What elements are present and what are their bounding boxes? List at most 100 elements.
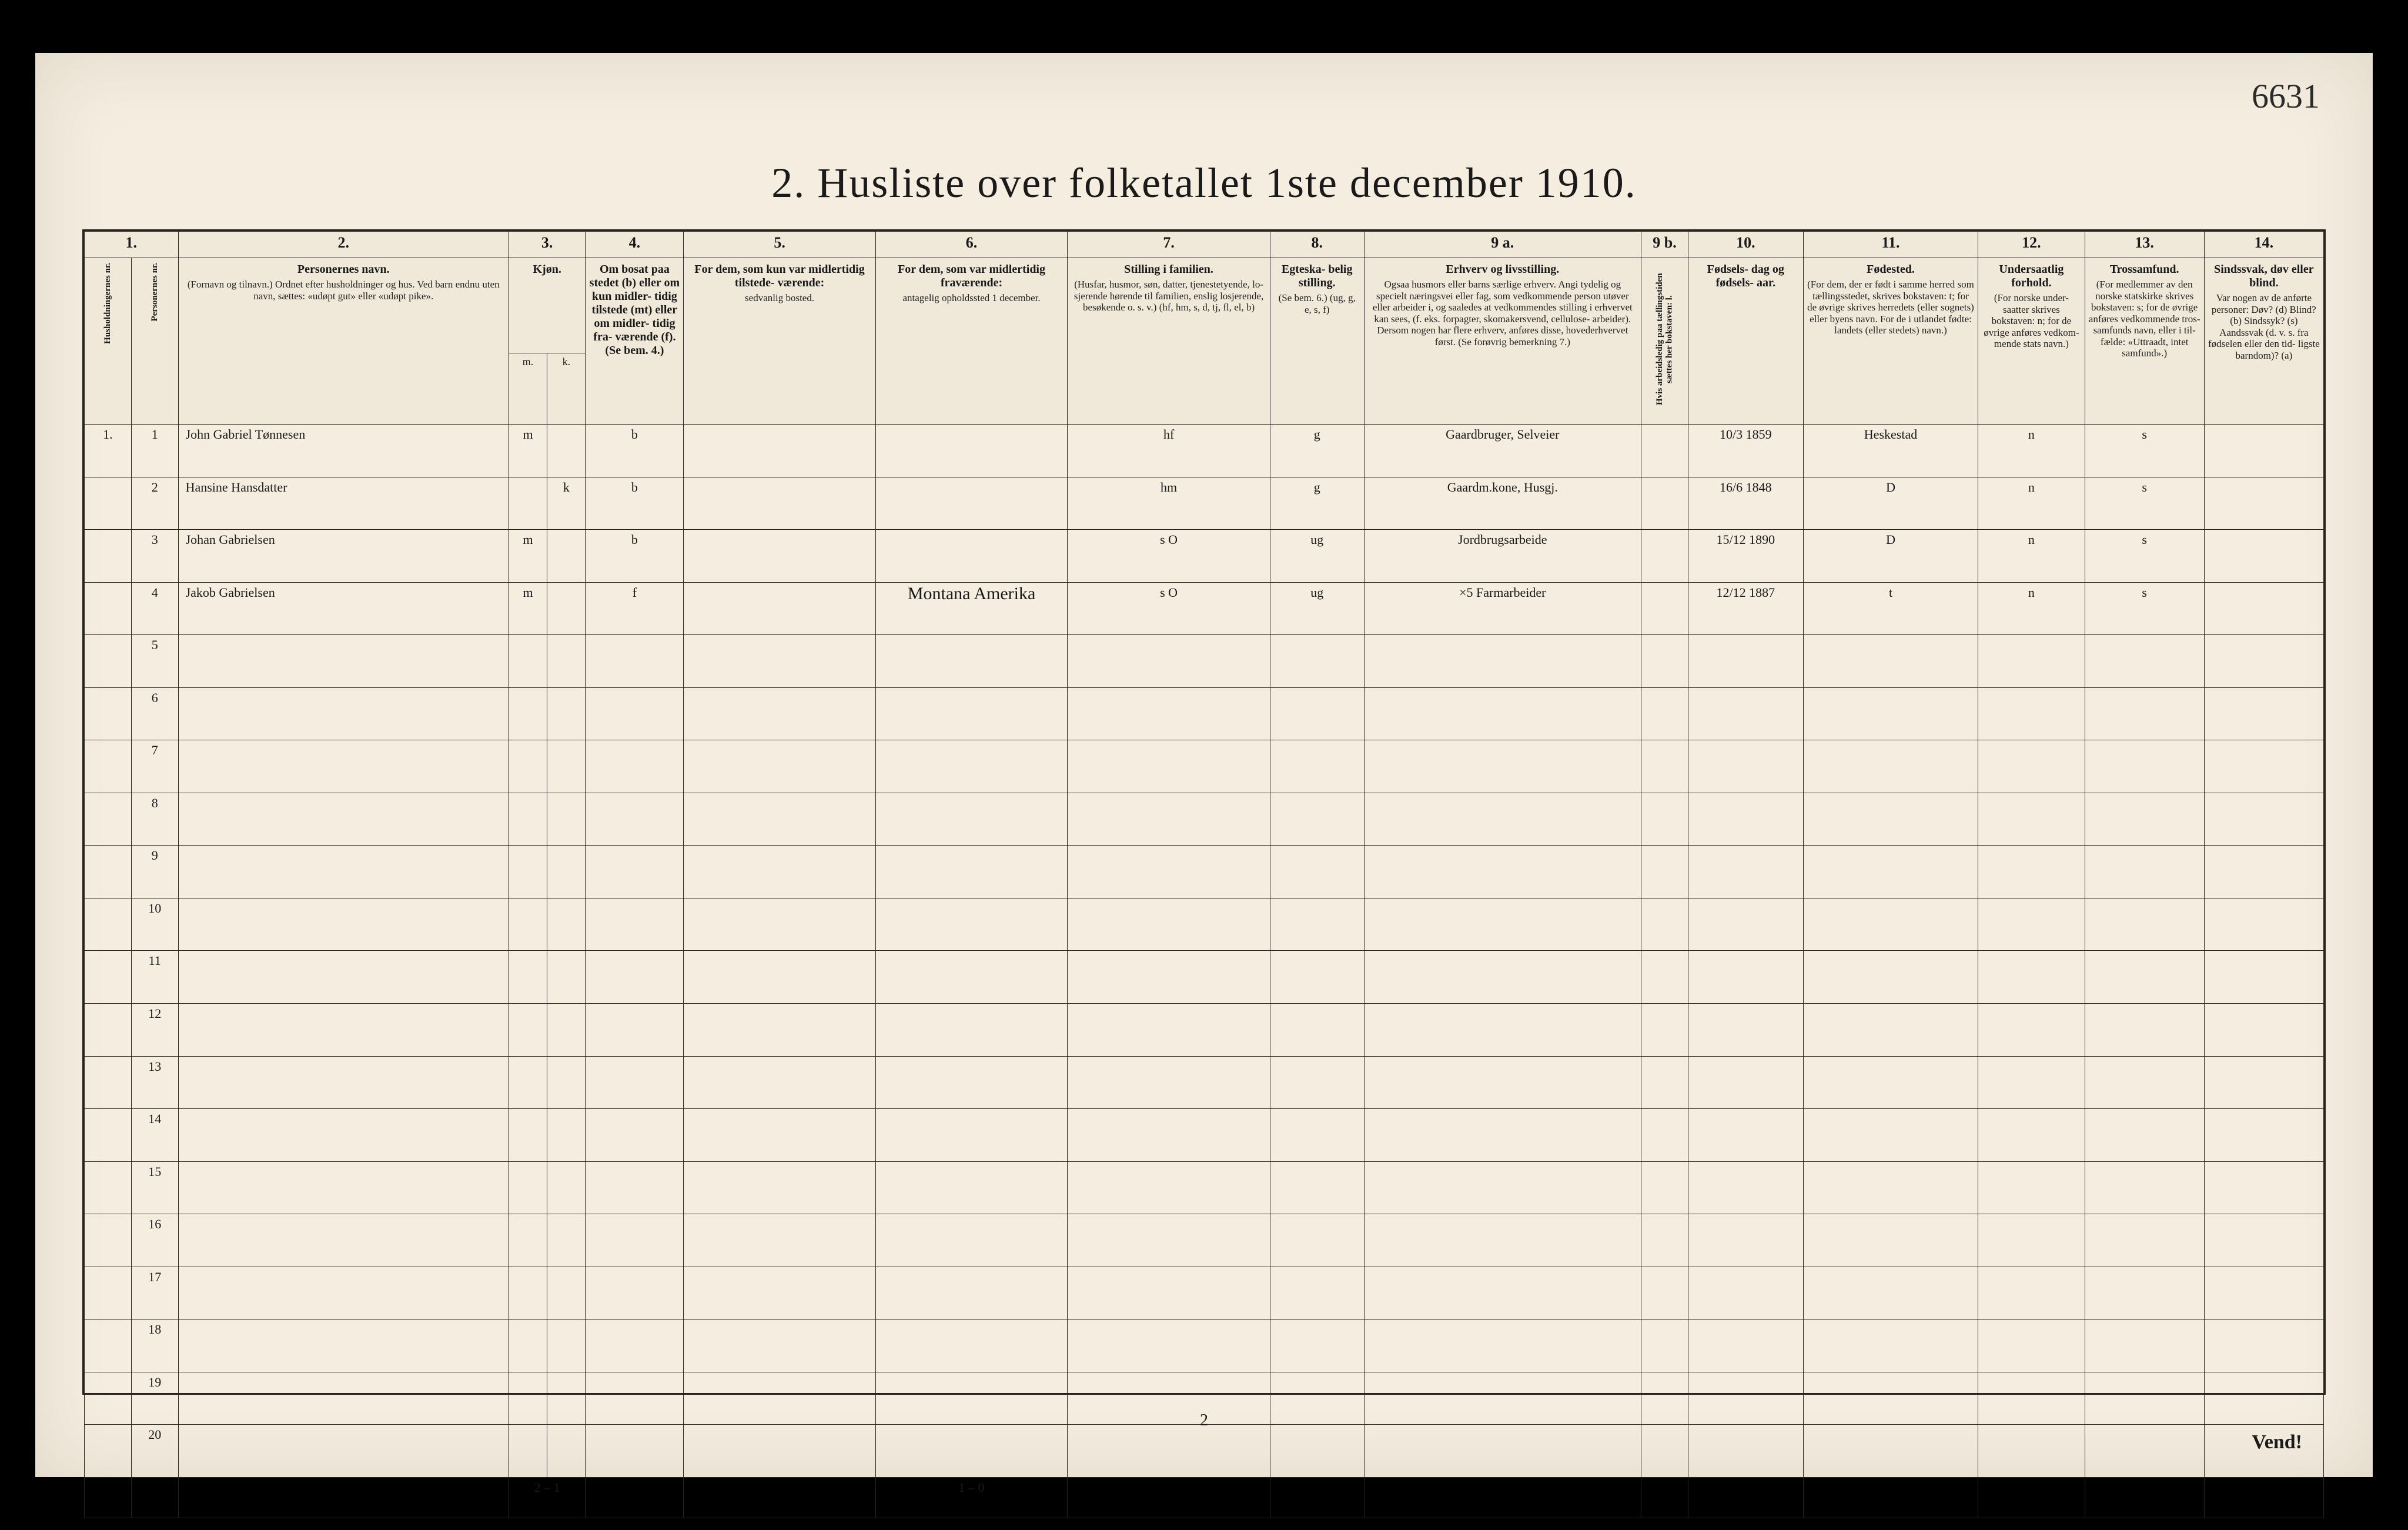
cell-opph [875, 635, 1067, 688]
table-row: 16 [85, 1214, 2324, 1267]
cell-fam [1068, 687, 1270, 740]
cell-egte [1270, 846, 1364, 898]
cell-pn: 8 [131, 793, 178, 846]
cell-fam [1068, 1319, 1270, 1372]
cell-und [1978, 1214, 2085, 1267]
cell-opph [875, 951, 1067, 1004]
cell-pn: 10 [131, 898, 178, 951]
cell-egte [1270, 1161, 1364, 1214]
corner-note: 6631 [2252, 76, 2320, 116]
cell-sedv [684, 687, 875, 740]
table-row: 12 [85, 1004, 2324, 1057]
cell-sdb [2204, 898, 2323, 951]
cell-al [1641, 1004, 1688, 1057]
cell-name: Hansine Hansdatter [178, 477, 509, 530]
cell-opph [875, 740, 1067, 793]
tally-al [1641, 1478, 1688, 1518]
tally-sedv [684, 1478, 875, 1518]
cell-pn: 15 [131, 1161, 178, 1214]
cell-name [178, 1004, 509, 1057]
cell-m [509, 898, 547, 951]
cell-sdb [2204, 1056, 2323, 1109]
cell-pn: 18 [131, 1319, 178, 1372]
table-row: 5 [85, 635, 2324, 688]
cell-und [1978, 846, 2085, 898]
tally-row: 2 – 11 – 0 [85, 1478, 2324, 1518]
table-row: 14 [85, 1109, 2324, 1162]
cell-und: n [1978, 425, 2085, 477]
cell-tro [2085, 793, 2204, 846]
col-num: 4. [586, 232, 684, 258]
col-head: Husholdningernes nr. [85, 258, 132, 425]
cell-opph [875, 1161, 1067, 1214]
cell-m: m [509, 425, 547, 477]
cell-name [178, 687, 509, 740]
cell-pn: 11 [131, 951, 178, 1004]
cell-al [1641, 582, 1688, 635]
cell-fsted [1803, 898, 1978, 951]
cell-pn: 12 [131, 1004, 178, 1057]
cell-name [178, 1425, 509, 1478]
cell-hh [85, 846, 132, 898]
cell-hh [85, 793, 132, 846]
cell-sdb [2204, 635, 2323, 688]
cell-fam: hf [1068, 425, 1270, 477]
cell-und [1978, 1109, 2085, 1162]
cell-fod [1688, 846, 1803, 898]
cell-al [1641, 846, 1688, 898]
table-row: 11 [85, 951, 2324, 1004]
cell-pn: 7 [131, 740, 178, 793]
cell-fod [1688, 687, 1803, 740]
cell-tro [2085, 846, 2204, 898]
cell-fsted: D [1803, 530, 1978, 583]
cell-fsted: t [1803, 582, 1978, 635]
cell-k [547, 740, 586, 793]
cell-k [547, 425, 586, 477]
cell-hh [85, 687, 132, 740]
cell-erhv [1364, 1319, 1641, 1372]
cell-fod [1688, 1267, 1803, 1319]
cell-fod [1688, 1004, 1803, 1057]
cell-pn: 2 [131, 477, 178, 530]
cell-tro [2085, 687, 2204, 740]
cell-sedv [684, 635, 875, 688]
cell-sedv [684, 1267, 875, 1319]
col-head: Kjøn. [509, 258, 586, 353]
cell-egte [1270, 687, 1364, 740]
tally-fam [1068, 1478, 1270, 1518]
cell-tro [2085, 1267, 2204, 1319]
cell-opph [875, 1109, 1067, 1162]
col-head: For dem, som var midlertidig fraværende:… [875, 258, 1067, 425]
cell-fod [1688, 951, 1803, 1004]
cell-egte [1270, 898, 1364, 951]
cell-hh [85, 1425, 132, 1478]
cell-al [1641, 477, 1688, 530]
tally-fsted [1803, 1478, 1978, 1518]
cell-sdb [2204, 1319, 2323, 1372]
cell-fsted: Heskestad [1803, 425, 1978, 477]
cell-sdb [2204, 1109, 2323, 1162]
cell-k [547, 1267, 586, 1319]
col-head: Fødested.(For dem, der er født i samme h… [1803, 258, 1978, 425]
cell-egte [1270, 1267, 1364, 1319]
cell-pn: 5 [131, 635, 178, 688]
cell-sedv [684, 846, 875, 898]
cell-fod [1688, 898, 1803, 951]
cell-al [1641, 1056, 1688, 1109]
cell-bf [586, 687, 684, 740]
cell-hh [85, 1214, 132, 1267]
cell-pn: 16 [131, 1214, 178, 1267]
cell-m: m [509, 582, 547, 635]
cell-name [178, 635, 509, 688]
cell-pn: 14 [131, 1109, 178, 1162]
cell-bf [586, 1267, 684, 1319]
cell-und [1978, 1425, 2085, 1478]
cell-bf [586, 1109, 684, 1162]
cell-fsted [1803, 1004, 1978, 1057]
cell-tro [2085, 1109, 2204, 1162]
cell-tro [2085, 1056, 2204, 1109]
cell-egte [1270, 951, 1364, 1004]
cell-k [547, 846, 586, 898]
cell-bf: b [586, 477, 684, 530]
cell-fod: 15/12 1890 [1688, 530, 1803, 583]
